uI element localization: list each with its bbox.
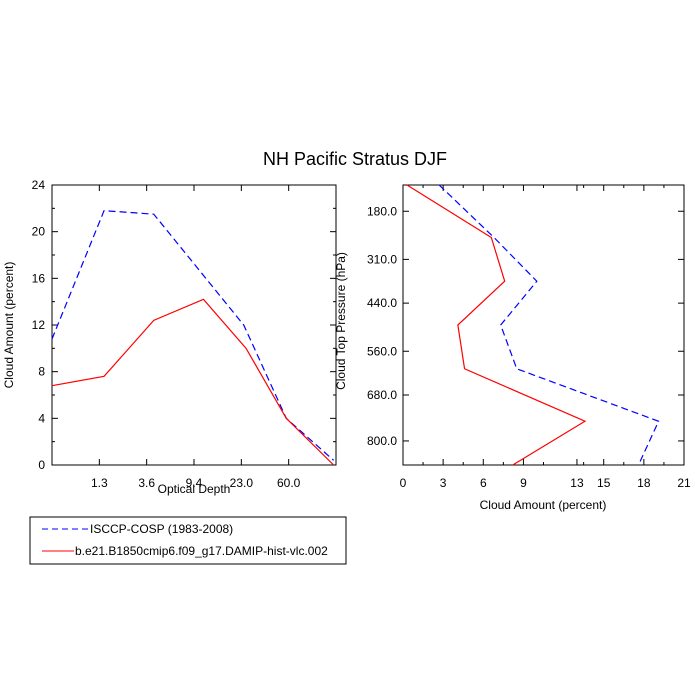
left-x-tick-label: 1.3	[91, 476, 108, 490]
right-x-tick-label: 13	[570, 476, 584, 490]
left-y-tick-label: 0	[38, 458, 45, 472]
right-y-tick-label: 440.0	[367, 296, 397, 310]
legend-label-isccp: ISCCP-COSP (1983-2008)	[90, 522, 233, 536]
right-y-tick-label: 680.0	[367, 388, 397, 402]
right-x-tick-label: 18	[637, 476, 651, 490]
right-x-tick-label: 21	[677, 476, 691, 490]
right-series-model-line	[406, 184, 587, 466]
left-y-tick-label: 20	[32, 225, 46, 239]
legend-label-model: b.e21.B1850cmip6.f09_g17.DAMIP-hist-vlc.…	[75, 544, 328, 558]
left-y-tick-label: 12	[32, 318, 46, 332]
left-y-tick-label: 8	[38, 365, 45, 379]
right-series-isccp-line	[438, 184, 660, 466]
right-y-tick-label: 180.0	[367, 204, 397, 218]
legend: ISCCP-COSP (1983-2008) b.e21.B1850cmip6.…	[29, 516, 347, 565]
right-plot-frame	[402, 184, 685, 466]
right-y-tick-label: 310.0	[367, 252, 397, 266]
right-y-axis-label: Cloud Top Pressure (hPa)	[334, 252, 348, 390]
right-series-lines	[406, 184, 660, 466]
left-tick-marks: 0 4 8 12 16 20 24 1.3 3.6 9.4 23.0 60.0	[32, 178, 336, 490]
left-y-tick-label: 24	[32, 178, 46, 192]
left-x-axis-label: Optical Depth	[158, 482, 231, 496]
right-x-tick-label: 9	[520, 476, 527, 490]
cloud-top-pressure-panel: 0 3 6 9 13 15 18 21 180.0 310.0 440.0 560.0 680.0 800…	[334, 184, 691, 512]
optical-depth-panel: 0 4 8 12 16 20 24 1.3 3.6 9.4 23.0 60.0 Optical Dep…	[2, 178, 337, 496]
left-y-tick-label: 16	[32, 271, 46, 285]
legend-box	[29, 516, 347, 565]
left-x-tick-label: 9.4	[186, 476, 203, 490]
left-y-axis-label: Cloud Amount (percent)	[2, 262, 16, 389]
left-x-tick-label: 3.6	[138, 476, 155, 490]
left-x-tick-label: 60.0	[277, 476, 301, 490]
left-x-tick-label: 23.0	[230, 476, 254, 490]
right-tick-marks: 0 3 6 9 13 15 18 21 180.0 310.0 440.0 560.0 680.0 800…	[367, 185, 691, 490]
right-x-tick-label: 15	[597, 476, 611, 490]
left-plot-frame	[51, 184, 337, 466]
left-y-tick-label: 4	[38, 411, 45, 425]
right-x-axis-label: Cloud Amount (percent)	[480, 498, 607, 512]
figure-title: NH Pacific Stratus DJF	[263, 149, 447, 169]
right-y-tick-label: 560.0	[367, 344, 397, 358]
right-y-tick-label: 800.0	[367, 434, 397, 448]
left-series-model-line	[51, 298, 335, 466]
right-x-tick-label: 0	[400, 476, 407, 490]
right-x-tick-label: 6	[480, 476, 487, 490]
right-x-tick-label: 3	[440, 476, 447, 490]
left-series-lines	[51, 210, 335, 466]
